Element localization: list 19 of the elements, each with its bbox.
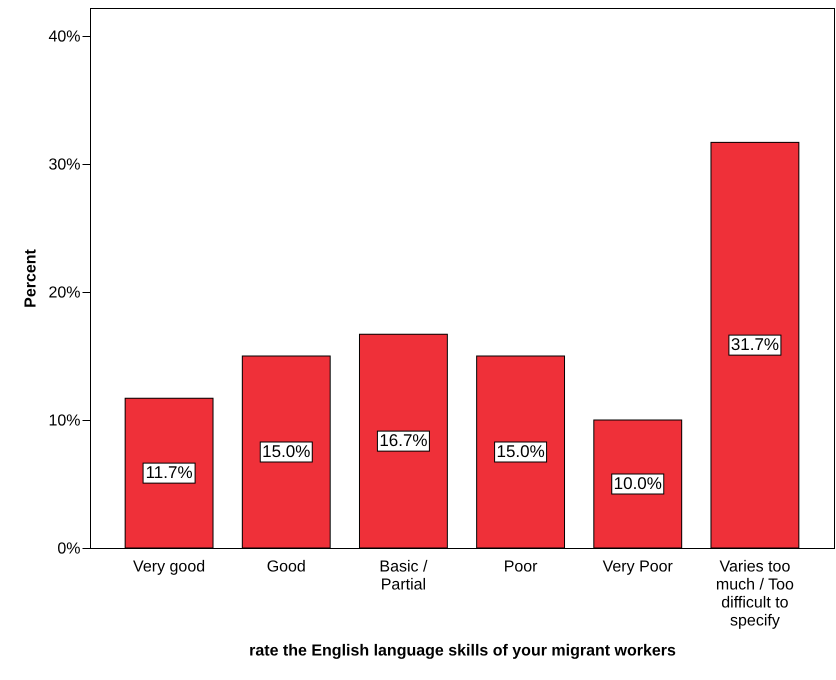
y-axis-title: Percent (22, 248, 40, 308)
data-label: 11.7% (146, 463, 193, 482)
data-label: 15.0% (496, 442, 545, 462)
x-tick-label: Very Poor (602, 558, 674, 576)
y-tick-label: 0% (57, 540, 80, 558)
x-tick-label: Good (266, 558, 306, 576)
x-tick-label: Varies too much / Too difficult to specify (716, 558, 794, 630)
data-label: 16.7% (379, 431, 428, 450)
data-label: 10.0% (614, 474, 662, 494)
y-tick-label: 10% (48, 412, 80, 430)
x-tick-label: Poor (504, 558, 538, 576)
y-tick-label: 40% (48, 28, 80, 46)
y-tick-label: 30% (48, 156, 80, 174)
y-tick-label: 20% (48, 284, 80, 302)
x-tick-label: Very good (133, 558, 206, 576)
data-label: 31.7% (730, 335, 780, 354)
x-axis-title: rate the English language skills of your migrant workers (249, 642, 676, 660)
x-tick-label: Basic / Partial (379, 558, 428, 594)
data-label: 15.0% (262, 442, 310, 462)
